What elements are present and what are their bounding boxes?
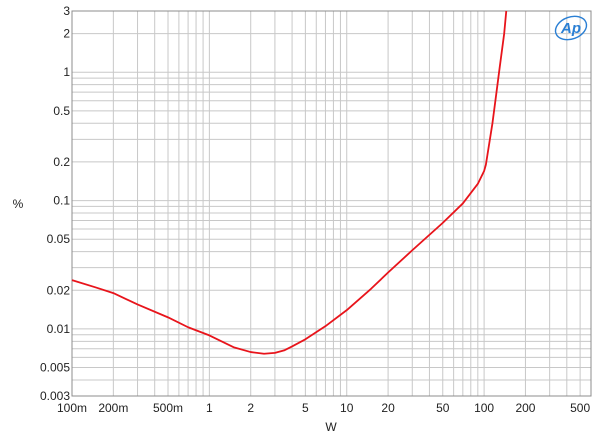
x-tick-labels: 100m 200m 500m 1 2 5 10 20 50 100 200 500: [57, 401, 590, 415]
y-tick-labels: 0.003 0.005 0.01 0.02 0.05 0.1 0.2 0.5 1 2 3: [40, 4, 70, 403]
x-tick-label: 20: [381, 401, 395, 415]
y-tick-label: 0.5: [53, 104, 70, 118]
x-tick-label: 1: [206, 401, 213, 415]
y-axis-label: %: [13, 197, 24, 211]
x-tick-label: 500m: [153, 401, 183, 415]
series-group: [71, 10, 508, 355]
x-tick-label: 200: [515, 401, 535, 415]
x-tick-label: 10: [340, 401, 354, 415]
y-tick-label: 3: [63, 4, 70, 18]
x-axis-label: W: [325, 420, 337, 434]
x-tick-label: 200m: [98, 401, 128, 415]
y-tick-label: 2: [63, 27, 70, 41]
plot-frame: [71, 10, 592, 397]
ap-logo-ring: [554, 15, 588, 41]
series-line-1: [71, 10, 508, 355]
y-tick-label: 0.01: [47, 322, 71, 336]
x-tick-label: 100m: [57, 401, 87, 415]
y-tick-label: 0.003: [40, 389, 70, 403]
ap-logo-text: Ap: [560, 20, 581, 37]
x-tick-label: 2: [247, 401, 254, 415]
ap-logo: Ap: [554, 15, 588, 41]
y-tick-label: 0.05: [47, 232, 71, 246]
y-tick-label: 0.1: [53, 194, 70, 208]
x-tick-label: 100: [474, 401, 494, 415]
x-tick-label: 500: [570, 401, 590, 415]
y-tick-label: 0.2: [53, 155, 70, 169]
y-tick-label: 0.02: [47, 283, 71, 297]
x-tick-label: 50: [436, 401, 450, 415]
y-tick-label: 0.005: [40, 361, 70, 375]
x-tick-label: 5: [302, 401, 309, 415]
y-tick-label: 1: [63, 65, 70, 79]
plot-background: [72, 11, 591, 396]
